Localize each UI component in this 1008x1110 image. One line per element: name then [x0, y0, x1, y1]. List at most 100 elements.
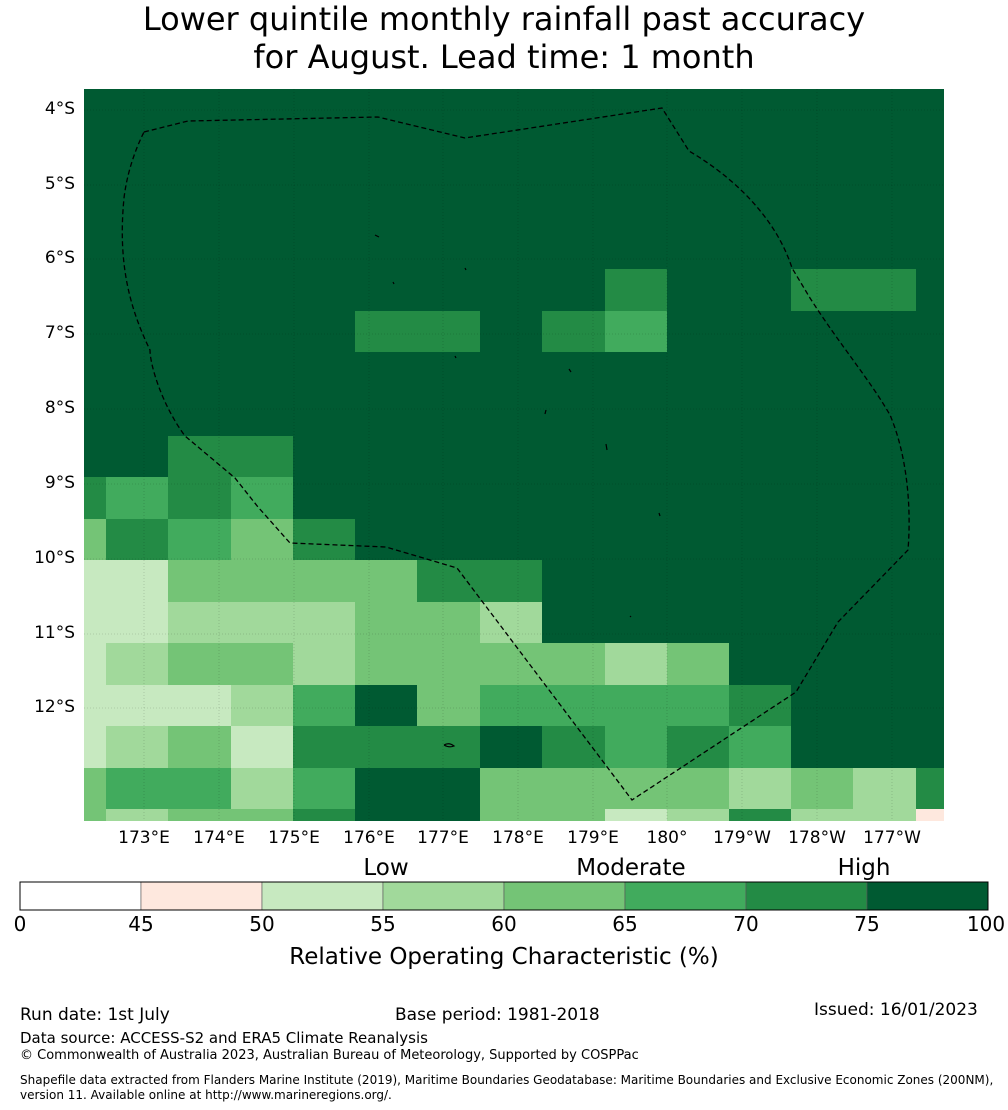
map-cell — [605, 311, 667, 352]
colorbar-segment — [624, 881, 747, 911]
map-cell — [355, 311, 480, 352]
map-cell — [729, 809, 791, 821]
colorbar-tick: 70 — [733, 912, 759, 936]
map-cell — [231, 726, 293, 768]
map-cell — [480, 809, 605, 821]
map-cell — [605, 809, 667, 821]
map-cell — [542, 726, 605, 768]
island-outlines — [374, 234, 661, 748]
map-cell — [84, 726, 106, 768]
map-grid-cells — [84, 89, 944, 821]
colorbar-tick: 0 — [13, 912, 27, 936]
colorbar-segment — [745, 881, 868, 911]
lon-label: 177°W — [863, 828, 921, 848]
base-period: Base period: 1981-2018 — [395, 1005, 600, 1025]
shapefile-credit-line2: version 11. Available online at http://w… — [20, 1088, 392, 1102]
map-cell — [106, 726, 168, 768]
colorbar-segment — [382, 881, 505, 911]
map-cell — [168, 726, 231, 768]
category-low: Low — [363, 855, 409, 881]
map-cell — [729, 726, 791, 768]
map-cell — [84, 768, 106, 809]
map-cell — [106, 477, 168, 519]
colorbar-tick: 100 — [966, 912, 1006, 936]
map-cell — [480, 602, 542, 643]
lat-label: 12°S — [34, 697, 75, 717]
map-cell — [84, 685, 231, 726]
map-cell — [916, 809, 944, 821]
map-cell — [729, 768, 791, 809]
colorbar-tick: 60 — [491, 912, 517, 936]
map-cell — [791, 269, 916, 311]
map-cell — [605, 643, 667, 685]
map-cell — [168, 519, 231, 560]
map-cell — [667, 726, 729, 768]
map-cell — [480, 685, 729, 726]
colorbar-tick: 45 — [128, 912, 154, 936]
lat-label: 7°S — [44, 323, 75, 343]
map-cell — [355, 643, 605, 685]
shapefile-credit-line1: Shapefile data extracted from Flanders M… — [20, 1073, 994, 1087]
map-cell — [293, 809, 355, 821]
lon-label: 178°E — [492, 828, 544, 848]
lat-label: 11°S — [34, 623, 75, 643]
colorbar-frame — [19, 881, 989, 911]
map-cell — [84, 602, 168, 643]
map-cell — [480, 726, 542, 768]
map-cell — [791, 809, 853, 821]
map-cell — [355, 809, 480, 821]
colorbar-segment — [866, 881, 989, 911]
lon-label: 178°W — [788, 828, 846, 848]
map-cell — [667, 643, 729, 685]
map-cell — [84, 477, 106, 519]
map-cell — [853, 809, 916, 821]
map-cell — [84, 809, 106, 821]
map-cell — [168, 602, 355, 643]
map-cell — [106, 809, 168, 821]
colorbar-tick: 50 — [249, 912, 275, 936]
map-cell — [231, 685, 293, 726]
category-moderate: Moderate — [576, 855, 686, 881]
colorbar — [19, 881, 989, 911]
lon-label: 179°W — [713, 828, 771, 848]
map-cell — [168, 809, 293, 821]
colorbar-title: Relative Operating Characteristic (%) — [289, 944, 719, 970]
map-gridlines — [84, 89, 944, 821]
map-cell — [355, 768, 480, 809]
map-cell — [231, 477, 293, 519]
lat-label: 9°S — [44, 473, 75, 493]
copyright: © Commonwealth of Australia 2023, Austra… — [20, 1048, 639, 1063]
lon-label: 174°E — [193, 828, 245, 848]
map-cell — [231, 519, 293, 560]
colorbar-tick: 65 — [612, 912, 638, 936]
map-cell — [480, 768, 729, 809]
colorbar-segment — [19, 881, 142, 911]
map-cell — [417, 685, 480, 726]
map-cell — [231, 768, 293, 809]
lon-label: 175°E — [268, 828, 320, 848]
map-cell — [84, 643, 106, 685]
map-cell — [355, 685, 417, 726]
map-cell — [168, 643, 293, 685]
map-cell — [605, 726, 667, 768]
map-cell — [355, 602, 480, 643]
run-date: Run date: 1st July — [20, 1005, 170, 1025]
map-cell — [84, 560, 168, 602]
colorbar-segment — [140, 881, 263, 911]
map-cell — [293, 643, 355, 685]
lat-label: 5°S — [44, 174, 75, 194]
map-cell — [293, 519, 355, 560]
map-cell — [84, 519, 106, 560]
lat-label: 4°S — [44, 99, 75, 119]
eez-boundary — [121, 107, 910, 801]
lat-label: 8°S — [44, 398, 75, 418]
map-cell — [293, 685, 355, 726]
map-cell — [168, 477, 231, 519]
colorbar-tick: 75 — [854, 912, 880, 936]
lon-label: 173°E — [118, 828, 170, 848]
map-cell — [293, 768, 355, 809]
map-cell — [542, 311, 605, 352]
lat-label: 6°S — [44, 248, 75, 268]
lat-label: 10°S — [34, 548, 75, 568]
